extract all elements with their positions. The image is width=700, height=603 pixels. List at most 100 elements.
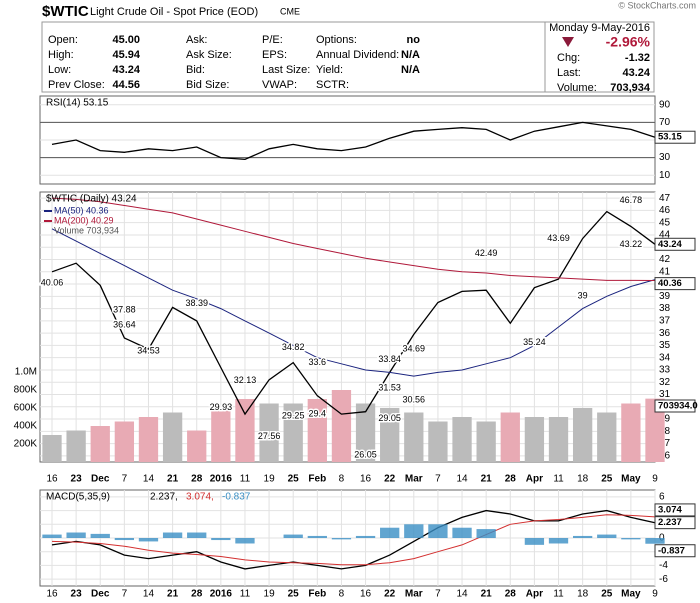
quote-label: Volume:: [557, 82, 597, 94]
price-annotation: 42.49: [475, 248, 498, 258]
volume-tick-label: 600K: [14, 403, 38, 414]
field-value: 45.94: [112, 49, 140, 61]
y-tick-label: 27: [659, 438, 671, 449]
volume-bar: [428, 421, 448, 462]
x-tick-label: 14: [143, 474, 155, 485]
x-tick-label: 14: [456, 474, 468, 485]
quote-value: -1.32: [625, 52, 650, 64]
histogram-bar: [524, 538, 545, 545]
x-tick-label: 22: [384, 589, 396, 600]
x-tick-label: 8: [339, 474, 345, 485]
histogram-bar: [187, 532, 207, 538]
x-tick-label: 14: [143, 589, 155, 600]
field-label: Ask Size:: [186, 49, 232, 61]
y-tick-label: 31: [659, 389, 671, 400]
y-tick-label: 32: [659, 377, 671, 388]
x-tick-label: Mar: [405, 589, 423, 600]
field-label: SCTR:: [316, 79, 349, 91]
volume-bar: [404, 412, 424, 462]
x-tick-label: 25: [601, 589, 613, 600]
volume-bar: [211, 408, 231, 462]
volume-bar: [380, 408, 400, 462]
x-tick-label: May: [621, 589, 641, 600]
volume-bar: [331, 390, 352, 462]
price-annotation: 38.39: [185, 298, 208, 308]
price-annotation: 34.53: [137, 346, 160, 356]
field-value: N/A: [401, 64, 420, 76]
y-tick-label: 37: [659, 316, 671, 327]
volume-bar: [114, 421, 135, 462]
histogram-bar: [621, 538, 641, 540]
volume-bar: [548, 417, 569, 462]
x-tick-label: Feb: [308, 589, 326, 600]
quote-date: Monday 9-May-2016: [549, 22, 650, 34]
field-label: Last Size:: [262, 64, 310, 76]
field-label: Annual Dividend:: [316, 49, 399, 61]
y-tick-label: 36: [659, 328, 671, 339]
price-annotation: 36.64: [113, 320, 136, 330]
x-tick-label: 7: [122, 474, 128, 485]
volume-bar: [138, 417, 159, 462]
histogram-bar: [355, 535, 376, 538]
value-tag: [654, 399, 696, 413]
x-tick-label: Apr: [526, 474, 543, 485]
x-tick-label: 7: [122, 589, 128, 600]
histogram-bar: [597, 534, 617, 538]
value-tag-text: 43.24: [658, 239, 682, 250]
x-tick-label: 21: [481, 589, 493, 600]
histogram-bar: [114, 538, 135, 541]
histogram-bar: [138, 538, 159, 542]
x-tick-label: 9: [652, 474, 658, 485]
x-tick-label: 16: [46, 589, 58, 600]
x-tick-label: 28: [191, 474, 203, 485]
price-annotation: 27.56: [258, 431, 281, 441]
y-tick-label: 45: [659, 217, 671, 228]
series-line: [51, 228, 656, 377]
y-tick-label: 70: [659, 117, 671, 128]
y-tick-label: 47: [659, 193, 671, 204]
field-label: Bid Size:: [186, 79, 229, 91]
y-tick-label: 46: [659, 205, 671, 216]
y-tick-label: 44: [659, 230, 671, 241]
value-tag-text: 40.36: [658, 278, 682, 289]
histogram-bar: [452, 527, 472, 538]
volume-bar: [621, 403, 641, 462]
price-annotation: 46.78: [620, 195, 643, 205]
volume-bar: [355, 403, 376, 462]
field-value: 43.24: [112, 64, 140, 76]
field-label: VWAP:: [262, 79, 297, 91]
x-tick-label: 7: [435, 589, 441, 600]
field-label: EPS:: [262, 49, 287, 61]
x-tick-label: 18: [577, 474, 589, 485]
x-tick-label: Mar: [405, 474, 423, 485]
legend-entry: MA(200) 40.29: [54, 215, 114, 225]
x-tick-label: 21: [167, 474, 179, 485]
price-annotation: 40.06: [41, 278, 64, 288]
x-tick-label: 25: [288, 474, 300, 485]
field-value: 44.56: [112, 79, 140, 91]
histogram-bar: [235, 538, 255, 544]
y-tick-label: 33: [659, 365, 671, 376]
x-tick-label: 11: [553, 589, 564, 600]
x-tick-label: 19: [264, 474, 276, 485]
x-tick-label: 21: [481, 474, 493, 485]
price-annotation: 29.05: [378, 413, 401, 423]
x-tick-label: May: [621, 474, 641, 485]
legend-entry: -0.837: [222, 492, 251, 503]
value-tag: [654, 277, 696, 291]
price-annotation: 31.53: [378, 382, 401, 392]
x-tick-label: Apr: [526, 589, 543, 600]
series-line: [51, 210, 656, 416]
y-tick-label: 90: [659, 99, 671, 110]
y-tick-label: 29: [659, 414, 671, 425]
price-annotation: 34.69: [403, 344, 426, 354]
field-value: N/A: [401, 49, 420, 61]
value-tag-text: 703934.0: [658, 401, 698, 412]
price-annotation: 43.22: [620, 239, 643, 249]
x-tick-label: 28: [505, 474, 517, 485]
price-annotation: 30.56: [403, 394, 426, 404]
histogram-bar: [645, 538, 665, 544]
volume-tick-label: 1.0M: [15, 367, 37, 378]
watermark: © StockCharts.com: [618, 0, 696, 10]
